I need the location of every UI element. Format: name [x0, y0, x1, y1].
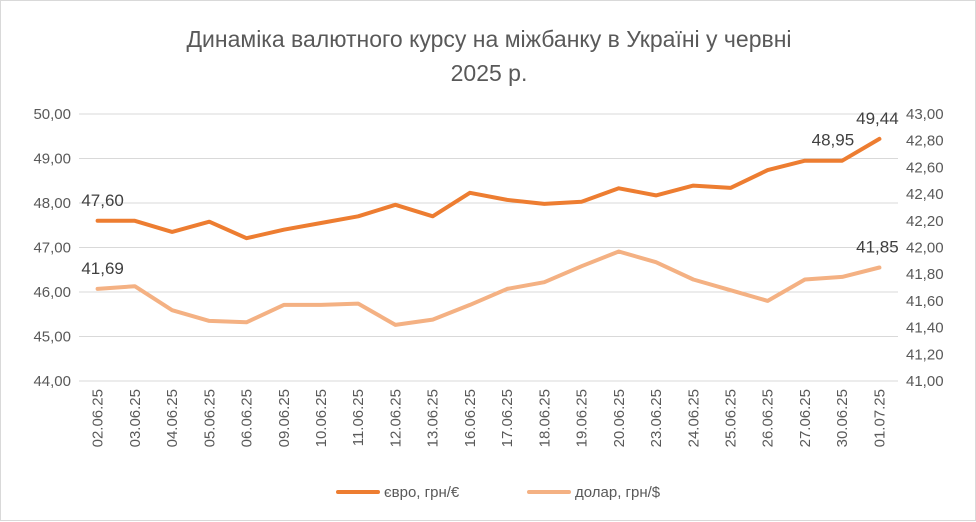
x-tick-label: 26.06.25 — [760, 389, 777, 447]
left-y-tick-label: 44,00 — [33, 373, 71, 390]
gridlines — [79, 113, 898, 382]
left-y-tick-label: 50,00 — [33, 106, 71, 123]
x-tick-label: 09.06.25 — [276, 389, 293, 447]
x-tick-label: 06.06.25 — [239, 389, 256, 447]
x-tick-label: 25.06.25 — [722, 389, 739, 447]
x-tick-label: 11.06.25 — [350, 389, 367, 446]
data-label: 47,60 — [81, 191, 124, 210]
x-tick-label: 03.06.25 — [127, 389, 144, 447]
left-y-tick-label: 45,00 — [33, 329, 71, 346]
x-tick-label: 18.06.25 — [536, 389, 553, 447]
data-label: 41,69 — [81, 259, 124, 278]
x-tick-label: 24.06.25 — [685, 389, 702, 447]
right-y-tick-label: 41,00 — [906, 373, 944, 390]
right-y-tick-label: 41,20 — [906, 346, 944, 363]
data-label: 41,85 — [856, 238, 899, 257]
data-label: 49,44 — [856, 109, 899, 128]
left-y-axis: 44,00 45,00 46,00 47,00 48,00 49,00 50,00 — [33, 106, 71, 390]
dollar-series-line — [95, 249, 882, 327]
right-y-tick-label: 42,40 — [906, 186, 944, 203]
chart-title-line-2: 2025 р. — [451, 60, 528, 86]
legend: євро, грн/€ долар, грн/$ — [336, 484, 661, 501]
left-y-tick-label: 49,00 — [33, 151, 71, 168]
legend-euro-label: євро, грн/€ — [384, 484, 460, 501]
x-axis: 02.06.25 03.06.25 04.06.25 05.06.25 06.06.25… — [90, 389, 889, 447]
right-y-tick-label: 41,80 — [906, 266, 944, 283]
x-tick-label: 23.06.25 — [648, 389, 665, 447]
x-tick-label: 04.06.25 — [164, 389, 181, 447]
x-tick-label: 27.06.25 — [797, 389, 814, 447]
right-y-tick-label: 43,00 — [906, 106, 944, 123]
legend-dollar-label: долар, грн/$ — [575, 484, 661, 501]
x-tick-label: 16.06.25 — [462, 389, 479, 447]
right-y-tick-label: 41,40 — [906, 320, 944, 337]
right-y-tick-label: 42,20 — [906, 213, 944, 230]
chart-title-line-1: Динаміка валютного курсу на міжбанку в У… — [186, 26, 791, 52]
data-label: 48,95 — [812, 131, 855, 150]
x-tick-label: 02.06.25 — [90, 389, 107, 447]
x-tick-label: 13.06.25 — [425, 389, 442, 447]
right-y-axis: 41,00 41,20 41,40 41,60 41,80 42,00 42,20 42,40… — [906, 106, 944, 390]
left-y-tick-label: 46,00 — [33, 284, 71, 301]
x-tick-label: 05.06.25 — [201, 389, 218, 447]
x-tick-label: 30.06.25 — [834, 389, 851, 447]
left-y-tick-label: 47,00 — [33, 240, 71, 257]
x-tick-label: 10.06.25 — [313, 389, 330, 447]
x-tick-label: 17.06.25 — [499, 389, 516, 447]
left-y-tick-label: 48,00 — [33, 195, 71, 212]
x-tick-label: 12.06.25 — [387, 389, 404, 447]
x-tick-label: 20.06.25 — [611, 389, 628, 447]
right-y-tick-label: 42,60 — [906, 159, 944, 176]
euro-series-line — [95, 136, 882, 241]
right-y-tick-label: 42,80 — [906, 133, 944, 150]
x-tick-label: 19.06.25 — [574, 389, 591, 447]
series-lines — [95, 136, 882, 327]
right-y-tick-label: 41,60 — [906, 293, 944, 310]
right-y-tick-label: 42,00 — [906, 240, 944, 257]
x-tick-label: 01.07.25 — [871, 389, 888, 447]
